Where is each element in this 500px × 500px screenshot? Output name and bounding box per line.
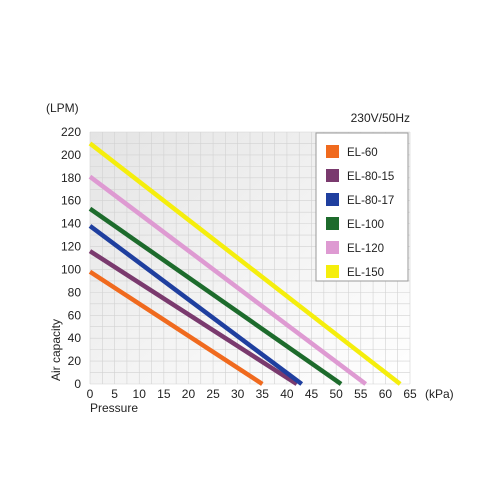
- y-tick-label: 0: [74, 377, 81, 391]
- legend-label: EL-120: [347, 243, 384, 255]
- x-tick-label: 55: [354, 387, 368, 401]
- x-tick-label: 10: [133, 387, 147, 401]
- x-tick-labels: 0 5 10 15 20 25 30 35 40 45 50 55 60 65: [87, 387, 417, 401]
- legend-label: EL-80-17: [347, 195, 394, 207]
- legend-swatch: [326, 169, 339, 182]
- legend-label: EL-60: [347, 147, 378, 159]
- voltage-note: 230V/50Hz: [351, 111, 410, 125]
- series-line-el-150: [88, 141, 402, 386]
- legend-swatch: [326, 145, 339, 158]
- y-tick-labels: 0 20 40 60 80 100 120 140 160 180 200 220: [61, 125, 81, 391]
- legend-label: EL-80-15: [347, 171, 394, 183]
- x-tick-label: 20: [182, 387, 196, 401]
- x-tick-label: 65: [403, 387, 417, 401]
- y-tick-label: 80: [68, 285, 82, 299]
- y-tick-label: 160: [61, 194, 81, 208]
- x-tick-label: 25: [206, 387, 220, 401]
- legend-swatch: [326, 217, 339, 230]
- x-unit-label: (kPa): [425, 387, 454, 401]
- y-unit-label: (LPM): [46, 101, 79, 115]
- x-axis-title: Pressure: [90, 401, 138, 415]
- series-line-el-100: [88, 206, 343, 386]
- legend-swatch: [326, 241, 339, 254]
- legend-label: EL-150: [347, 267, 384, 279]
- x-tick-label: 15: [157, 387, 171, 401]
- x-tick-label: 0: [87, 387, 94, 401]
- x-tick-label: 40: [280, 387, 294, 401]
- y-tick-label: 120: [61, 240, 81, 254]
- y-tick-label: 100: [61, 262, 81, 276]
- y-tick-label: 180: [61, 171, 81, 185]
- series-line-el-80-15: [88, 249, 298, 386]
- y-axis-title: Air capacity: [49, 319, 63, 381]
- x-tick-label: 5: [111, 387, 118, 401]
- y-tick-label: 40: [68, 331, 82, 345]
- y-tick-label: 20: [68, 354, 82, 368]
- y-tick-label: 220: [61, 125, 81, 139]
- x-tick-label: 60: [379, 387, 393, 401]
- y-tick-label: 60: [68, 308, 82, 322]
- x-tick-label: 30: [231, 387, 245, 401]
- x-tick-label: 35: [256, 387, 270, 401]
- legend-swatch: [326, 265, 339, 278]
- legend-swatch: [326, 193, 339, 206]
- series-line-el-120: [88, 174, 368, 386]
- legend-label: EL-100: [347, 219, 384, 231]
- series-line-el-60: [88, 269, 264, 386]
- y-tick-label: 200: [61, 148, 81, 162]
- series-lines: [88, 141, 402, 386]
- x-tick-label: 50: [329, 387, 343, 401]
- series-line-el-80-17: [88, 224, 304, 386]
- legend: EL-60 EL-80-15 EL-80-17 EL-100 EL-120 EL-150: [315, 132, 409, 282]
- x-tick-label: 45: [305, 387, 319, 401]
- y-tick-label: 140: [61, 217, 81, 231]
